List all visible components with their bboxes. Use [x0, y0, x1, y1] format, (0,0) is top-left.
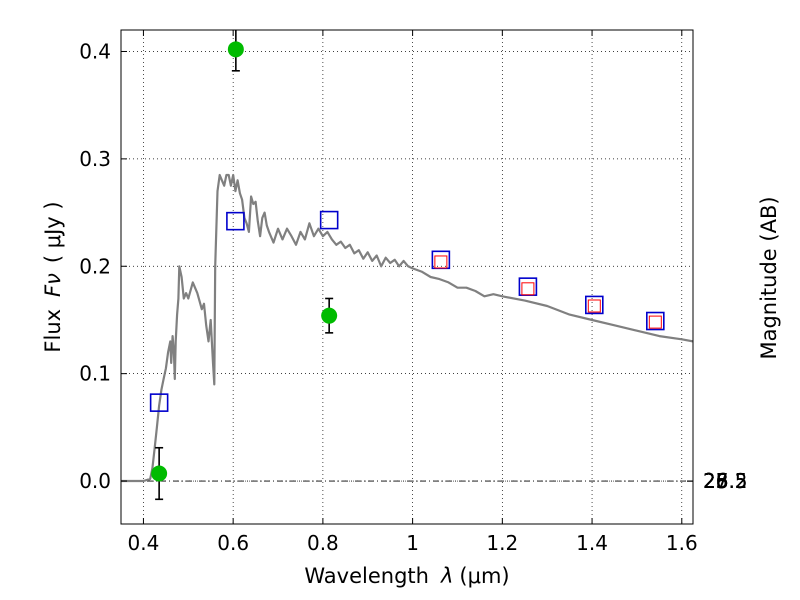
- observed-points: [151, 41, 338, 482]
- x-axis-label: Wavelength λ (μm): [304, 564, 509, 588]
- right-tick-label-3: 26: [703, 469, 728, 493]
- model-band-inner-square-4: [521, 282, 535, 296]
- right-tick-label-6: 28: [703, 469, 728, 493]
- model-band-square-6: [646, 311, 665, 331]
- y-tick-label-4: 0.4: [79, 39, 111, 63]
- model-band-square-0: [149, 393, 169, 412]
- y-axis-label: FluxFν( μJy ): [41, 201, 65, 352]
- observed-point-1: [227, 41, 244, 58]
- x-tick-label-3: 1: [406, 531, 419, 555]
- y-tick-label-1: 0.1: [79, 362, 111, 386]
- observed-point-2: [321, 307, 338, 324]
- x-tick-label-0: 0.4: [128, 531, 160, 555]
- x-axis-ticks: 0.4 0.6 0.8 1 1.2 1.4 1.6: [128, 30, 698, 555]
- model-band-inner-square-5: [587, 299, 601, 313]
- right-tick-label-0: 25: [703, 469, 728, 493]
- model-band-square-2: [319, 210, 339, 230]
- right-tick-label-4: 26.5: [703, 469, 748, 493]
- model-band-markers: [149, 210, 665, 412]
- y-tick-label-0: 0.0: [79, 469, 111, 493]
- x-tick-label-6: 1.6: [666, 531, 698, 555]
- model-band-square-5: [585, 295, 604, 315]
- y-axis-ticks: 0.0 0.1 0.2 0.3 0.4: [79, 39, 127, 493]
- right-tick-label-1: 25.2: [703, 469, 748, 493]
- x-tick-label-5: 1.4: [576, 531, 608, 555]
- model-band-square-1: [226, 211, 245, 231]
- plot-frame: [120, 29, 694, 525]
- y-tick-label-3: 0.3: [79, 147, 111, 171]
- right-axis-label: Magnitude (AB): [757, 196, 781, 359]
- model-band-inner-square-6: [648, 315, 662, 329]
- right-tick-label-5: 27: [703, 469, 728, 493]
- x-tick-label-2: 0.8: [307, 531, 339, 555]
- grid: [121, 30, 693, 524]
- sed-model-line: [121, 173, 693, 483]
- observed-point-0: [151, 465, 168, 482]
- y-tick-label-2: 0.2: [79, 254, 111, 278]
- model-band-inner-square-3: [434, 255, 448, 269]
- x-tick-label-1: 0.6: [217, 531, 249, 555]
- x-tick-label-4: 1.2: [486, 531, 518, 555]
- right-tick-label-2: 25.5: [703, 469, 748, 493]
